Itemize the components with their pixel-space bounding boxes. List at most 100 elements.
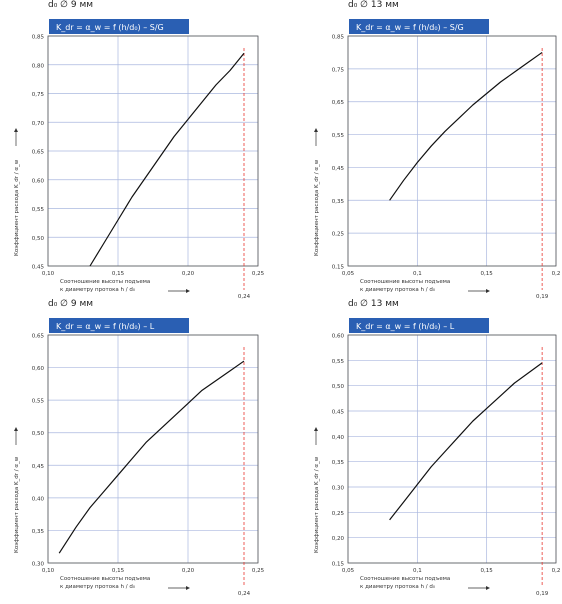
chart-panel: d₀ ∅ 13 мм 0,15 0,25 0,35 0,45 0,55 0,65 0,75 0,…: [314, 0, 560, 300]
y-tick-label: 0,85: [32, 35, 45, 41]
y-tick-label: 0,80: [32, 63, 45, 69]
x-tick-label: 0,05: [342, 271, 355, 277]
y-tick-label: 0,40: [332, 435, 345, 441]
y-tick-label: 0,45: [32, 464, 45, 470]
x-arrow-head: [486, 586, 490, 590]
plot-frame: [347, 334, 557, 564]
chart-heading: d₀ ∅ 9 мм: [48, 299, 93, 309]
marker-label: 0,19: [536, 294, 549, 300]
x-axis-label-line2: к диаметру протока h / d₀: [60, 287, 136, 293]
x-axis-label-line2: к диаметру протока h / d₀: [360, 287, 436, 293]
chart-panel: d₀ ∅ 9 мм 0,30 0,35 0,40 0,45 0,50 0,55 0,60 0,6…: [14, 299, 265, 597]
x-axis-label-line1: Соотношение высоты подъема: [360, 576, 450, 582]
y-tick-label: 0,40: [32, 496, 45, 502]
x-tick-label: 0,20: [182, 271, 195, 277]
x-tick-label: 0,1: [413, 568, 422, 574]
y-tick-label: 0,55: [332, 133, 345, 139]
title-banner: [49, 19, 189, 34]
x-tick-label: 0,20: [182, 568, 195, 574]
chart-heading: d₀ ∅ 13 мм: [348, 0, 399, 10]
chart-title: K_dr = α_w = f (h/d₀) – L: [356, 322, 455, 331]
x-tick-label: 0,10: [42, 568, 55, 574]
y-axis-label: Коэффициент расхода K_dr / α_w: [14, 159, 20, 256]
x-axis-label-line2: к диаметру протока h / d₀: [60, 584, 136, 590]
marker-label: 0,24: [238, 591, 251, 597]
plot-frame: [47, 334, 259, 564]
y-tick-label: 0,25: [332, 232, 345, 238]
chart-title: K_dr = α_w = f (h/d₀) – S/G: [56, 23, 164, 32]
x-axis-label-line1: Соотношение высоты подъема: [360, 279, 450, 285]
y-tick-label: 0,85: [332, 35, 345, 41]
y-tick-label: 0,55: [32, 207, 45, 213]
y-arrow-head: [14, 427, 18, 431]
y-tick-label: 0,60: [332, 334, 345, 340]
x-tick-label: 0,2: [552, 568, 561, 574]
x-axis-label-line1: Соотношение высоты подъема: [60, 279, 150, 285]
chart-title: K_dr = α_w = f (h/d₀) – S/G: [356, 23, 464, 32]
y-tick-label: 0,45: [32, 265, 45, 271]
x-tick-label: 0,15: [112, 271, 125, 277]
x-tick-label: 0,25: [252, 271, 265, 277]
y-tick-label: 0,65: [32, 150, 45, 156]
y-tick-label: 0,45: [332, 166, 345, 172]
x-axis-label-line1: Соотношение высоты подъема: [60, 576, 150, 582]
y-tick-label: 0,30: [332, 486, 345, 492]
y-tick-label: 0,15: [332, 562, 345, 568]
chart-heading: d₀ ∅ 13 мм: [348, 299, 399, 309]
y-tick-label: 0,65: [32, 334, 45, 340]
x-arrow-head: [186, 586, 190, 590]
y-tick-label: 0,65: [332, 100, 345, 106]
data-line: [389, 362, 543, 521]
y-tick-label: 0,35: [332, 199, 345, 205]
y-tick-label: 0,45: [332, 410, 345, 416]
y-tick-label: 0,55: [332, 359, 345, 365]
chart-heading: d₀ ∅ 9 мм: [48, 0, 93, 10]
y-arrow-head: [314, 427, 318, 431]
chart-panel: d₀ ∅ 13 мм 0,15 0,20 0,25 0,30 0,35 0,40 0,45 0,…: [314, 299, 560, 597]
y-tick-label: 0,30: [32, 562, 45, 568]
y-tick-label: 0,70: [32, 121, 45, 127]
y-tick-label: 0,35: [32, 529, 45, 535]
y-tick-label: 0,50: [32, 236, 45, 242]
x-tick-label: 0,2: [552, 271, 561, 277]
plot-frame: [47, 35, 259, 267]
y-tick-label: 0,50: [332, 384, 345, 390]
y-tick-label: 0,35: [332, 460, 345, 466]
y-tick-label: 0,75: [32, 92, 45, 98]
x-tick-label: 0,15: [112, 568, 125, 574]
x-tick-label: 0,25: [252, 568, 265, 574]
y-axis-label: Коэффициент расхода K_dr / α_w: [314, 159, 320, 256]
y-arrow-head: [14, 128, 18, 132]
title-banner: [49, 318, 189, 333]
y-tick-label: 0,25: [332, 511, 345, 517]
x-axis-label-line2: к диаметру протока h / d₀: [360, 584, 436, 590]
title-banner: [349, 318, 489, 333]
y-tick-label: 0,75: [332, 67, 345, 73]
y-axis-label: Коэффициент расхода K_dr / α_w: [314, 456, 320, 553]
x-tick-label: 0,15: [481, 271, 494, 277]
x-arrow-head: [186, 289, 190, 293]
marker-label: 0,19: [536, 591, 549, 597]
y-tick-label: 0,55: [32, 399, 45, 405]
y-tick-label: 0,20: [332, 536, 345, 542]
data-line: [389, 51, 543, 201]
y-tick-label: 0,15: [332, 265, 345, 271]
y-axis-label: Коэффициент расхода K_dr / α_w: [14, 456, 20, 553]
chart-title: K_dr = α_w = f (h/d₀) – L: [56, 322, 155, 331]
x-tick-label: 0,1: [413, 271, 422, 277]
plot-frame: [347, 35, 557, 267]
chart-panel: d₀ ∅ 9 мм 0,45 0,50 0,55 0,60 0,65 0,70 0,75 0,8…: [14, 0, 265, 300]
marker-label: 0,24: [238, 294, 251, 300]
data-line: [58, 360, 245, 554]
y-tick-label: 0,60: [32, 178, 45, 184]
data-line: [89, 52, 245, 267]
title-banner: [349, 19, 489, 34]
x-tick-label: 0,05: [342, 568, 355, 574]
x-arrow-head: [486, 289, 490, 293]
y-tick-label: 0,60: [32, 366, 45, 372]
y-tick-label: 0,50: [32, 431, 45, 437]
x-tick-label: 0,15: [481, 568, 494, 574]
y-arrow-head: [314, 128, 318, 132]
